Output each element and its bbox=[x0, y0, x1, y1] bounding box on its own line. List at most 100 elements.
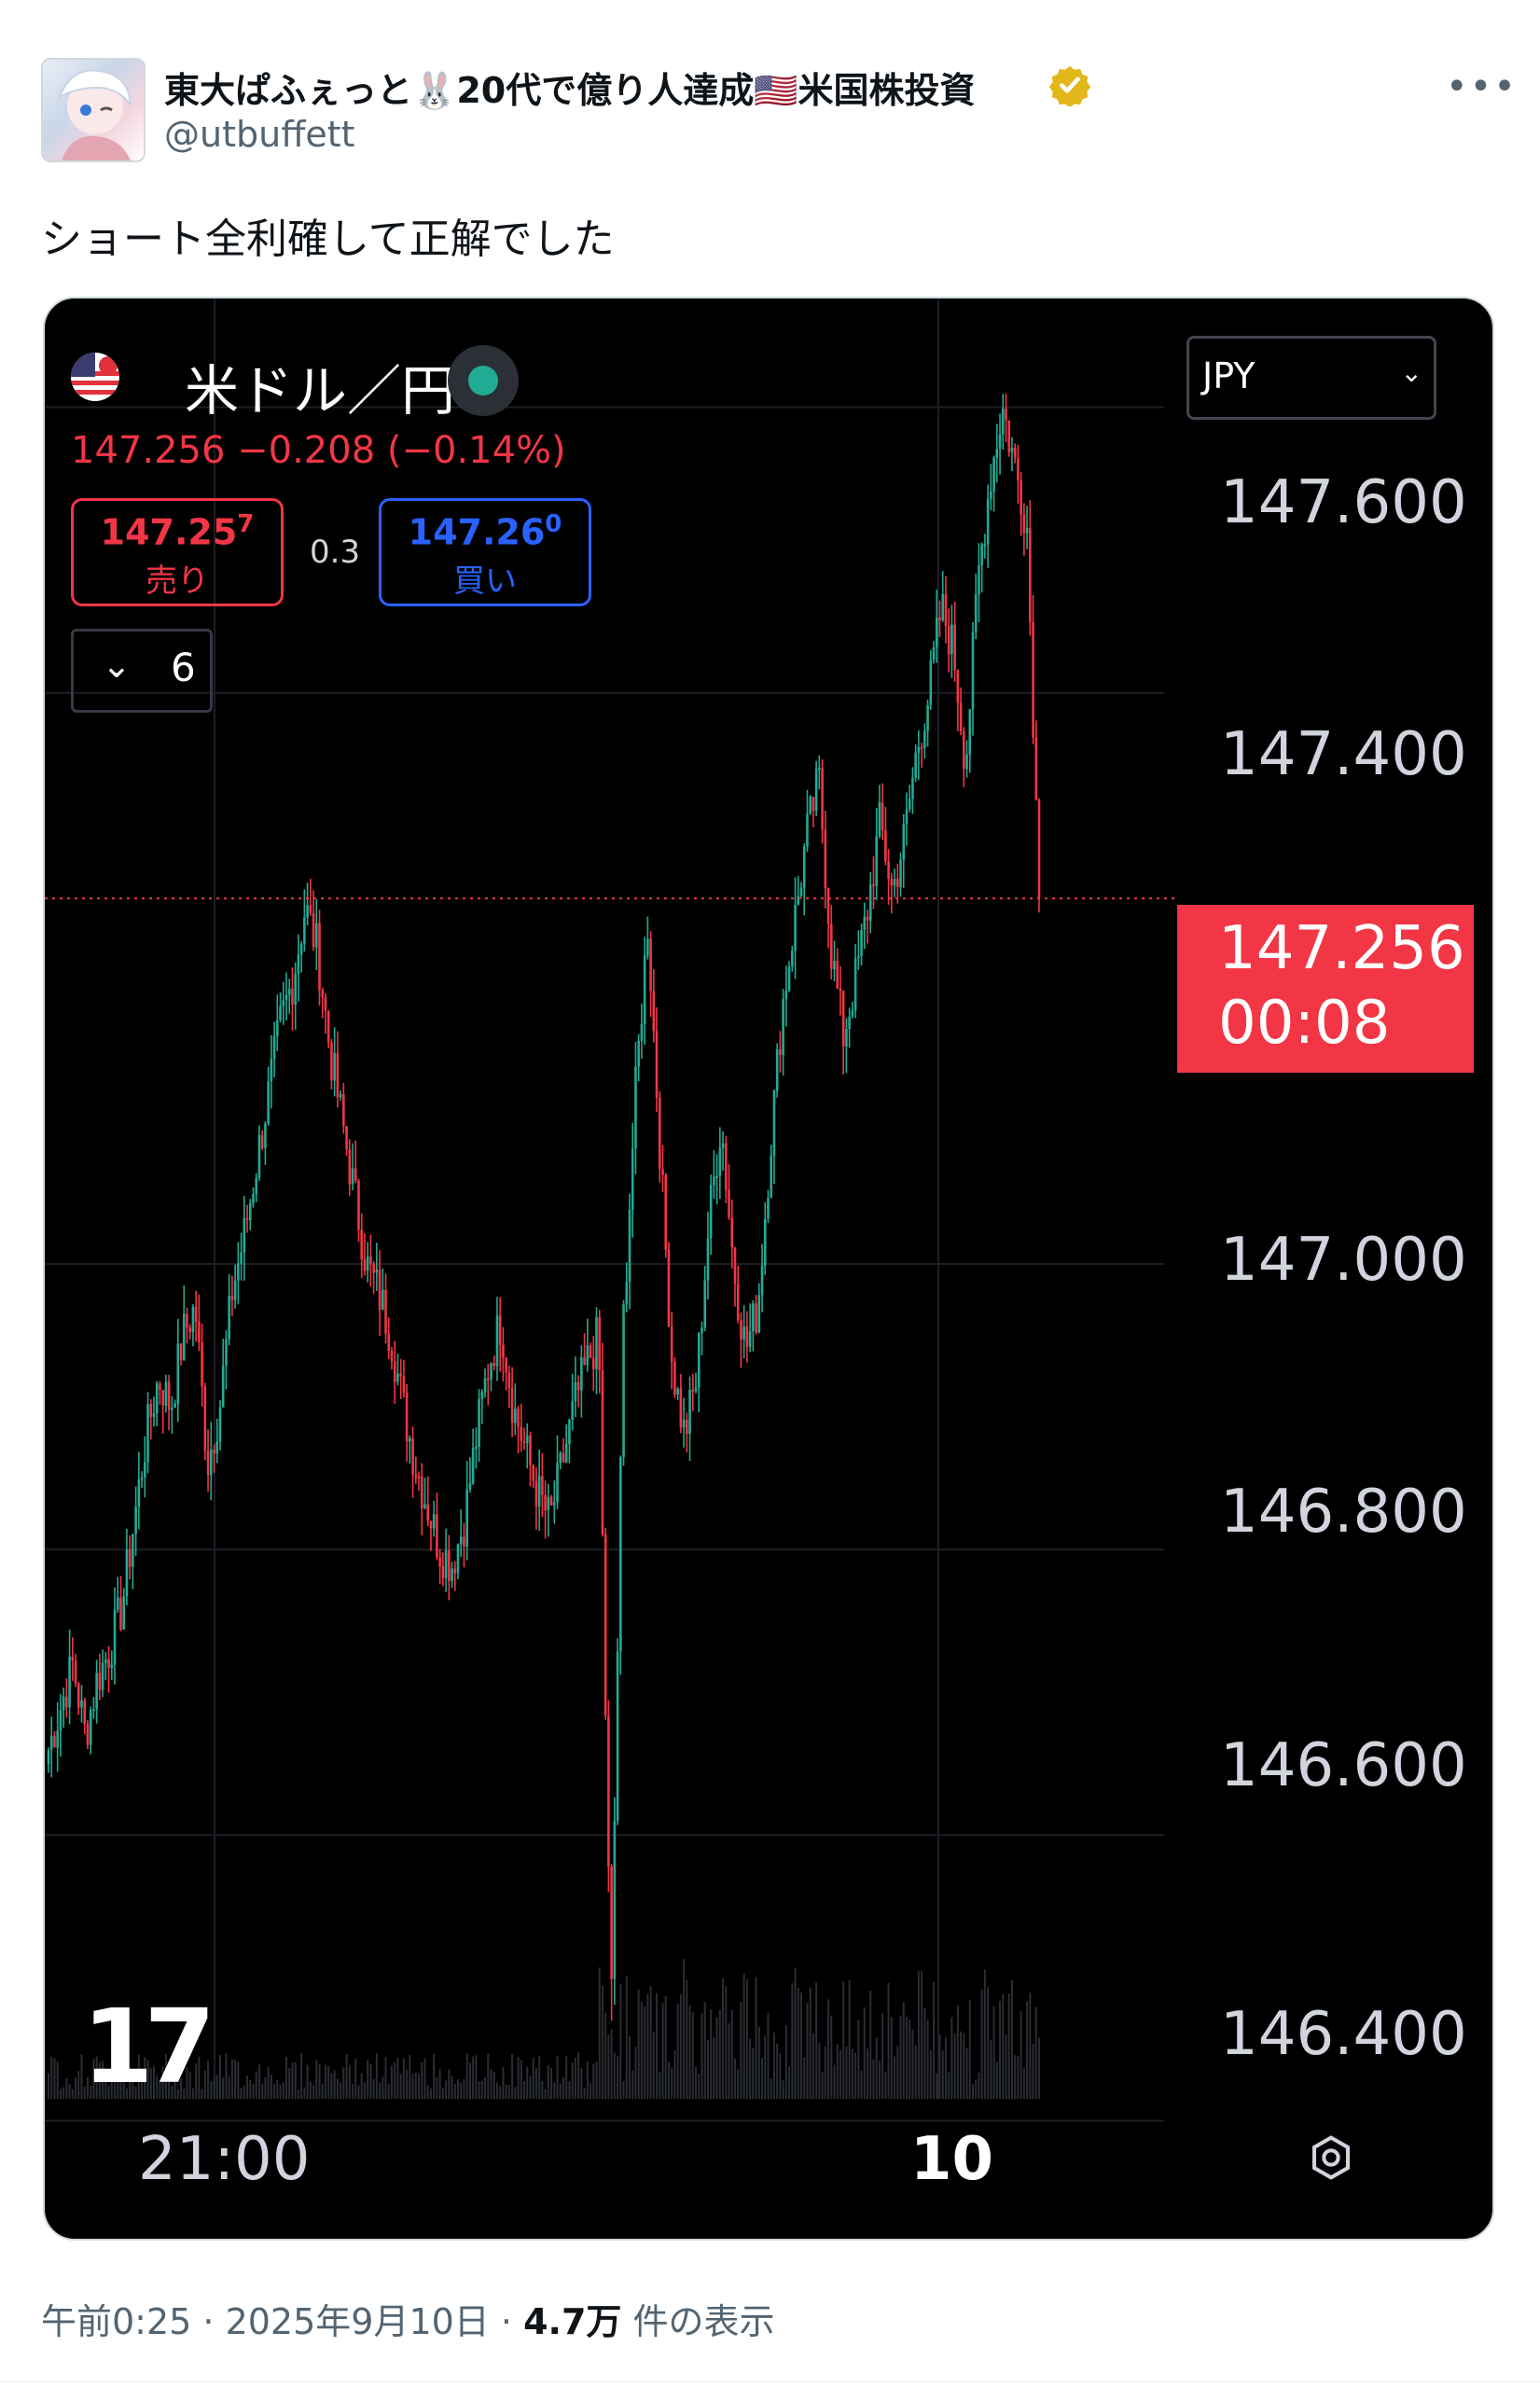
volume-bar bbox=[842, 1981, 845, 2099]
candle-body bbox=[297, 954, 300, 974]
volume-bar bbox=[411, 2074, 414, 2099]
candle-body bbox=[76, 1683, 80, 1708]
candle-body bbox=[709, 1185, 713, 1239]
candle-body bbox=[568, 1420, 571, 1445]
author-name[interactable]: 東大ぱふぇっと🐰20代で億り人達成🇺🇸米国株投資 bbox=[164, 70, 976, 111]
volume-bar bbox=[493, 2071, 495, 2099]
volume-bar bbox=[909, 2020, 911, 2099]
volume-bar bbox=[511, 2053, 514, 2099]
candle-body bbox=[405, 1392, 409, 1442]
candle-body bbox=[221, 1366, 225, 1408]
volume-bar bbox=[230, 2059, 233, 2099]
volume-bar bbox=[544, 2089, 547, 2099]
volume-bar bbox=[944, 2036, 947, 2099]
candle-body bbox=[637, 1040, 640, 1067]
sell-button[interactable]: 147.257 売り bbox=[71, 498, 284, 606]
volume-bar bbox=[137, 2054, 140, 2099]
candle-body bbox=[929, 659, 933, 705]
candle-body bbox=[549, 1496, 553, 1506]
candle-body bbox=[576, 1381, 580, 1391]
candle-body bbox=[752, 1303, 755, 1332]
candle-body bbox=[589, 1345, 592, 1358]
candle-body bbox=[459, 1536, 463, 1545]
candle-body bbox=[529, 1435, 532, 1465]
volume-bar bbox=[851, 2048, 853, 2099]
settings-icon[interactable] bbox=[1306, 2132, 1356, 2183]
volume-bar bbox=[821, 2072, 824, 2099]
candle-body bbox=[478, 1398, 480, 1448]
spread-value: 0.3 bbox=[310, 534, 361, 571]
candle-body bbox=[995, 448, 999, 458]
author-avatar[interactable] bbox=[41, 58, 146, 162]
indicators-toggle-button[interactable]: ⌄ 6 bbox=[71, 629, 213, 713]
candle-body bbox=[62, 1696, 65, 1711]
candle-body bbox=[267, 1081, 270, 1124]
candle-body bbox=[493, 1362, 496, 1367]
volume-bar bbox=[372, 2078, 375, 2099]
volume-bar bbox=[667, 2062, 670, 2099]
volume-bar bbox=[890, 2017, 893, 2099]
volume-bar bbox=[824, 2046, 826, 2099]
volume-bar bbox=[938, 2034, 941, 2099]
more-horizontal-icon[interactable]: ••• bbox=[1446, 65, 1518, 108]
candle-body bbox=[772, 1090, 776, 1157]
candle-body bbox=[914, 752, 917, 778]
candle-body bbox=[132, 1534, 134, 1567]
volume-bar bbox=[815, 1982, 818, 2099]
candle-body bbox=[990, 491, 992, 499]
candle-body bbox=[552, 1502, 556, 1506]
volume-bar bbox=[279, 2085, 282, 2099]
candle-body bbox=[210, 1449, 213, 1476]
candle-body bbox=[436, 1514, 438, 1558]
volume-bar bbox=[144, 2057, 146, 2099]
tradingview-logo[interactable]: 17 bbox=[82, 1987, 215, 2106]
candle-body bbox=[619, 1457, 622, 1652]
candle-body bbox=[787, 965, 791, 991]
candle-body bbox=[1025, 527, 1029, 534]
volume-bar bbox=[634, 2047, 637, 2099]
candle-body bbox=[547, 1496, 550, 1511]
candle-body bbox=[173, 1403, 176, 1408]
volume-bar bbox=[733, 2058, 736, 2099]
volume-bar bbox=[875, 2037, 878, 2099]
candle-body bbox=[294, 973, 297, 1005]
volume-bar bbox=[1002, 1993, 1005, 2099]
volume-bar bbox=[990, 2039, 992, 2099]
volume-bar bbox=[676, 2003, 679, 2099]
volume-bar bbox=[213, 2078, 215, 2099]
candle-body bbox=[372, 1263, 375, 1273]
candle-body bbox=[110, 1664, 114, 1668]
buy-button[interactable]: 147.260 買い bbox=[379, 498, 591, 606]
volume-bar bbox=[495, 2082, 498, 2099]
chart-screenshot[interactable]: 米ドル／円 147.256 −0.208 (−0.14%) 147.257 売り… bbox=[43, 297, 1494, 2241]
candle-body bbox=[748, 1331, 752, 1347]
symbol-title[interactable]: 米ドル／円 bbox=[185, 359, 456, 423]
candle-body bbox=[923, 730, 926, 748]
candle-body bbox=[351, 1168, 354, 1185]
candle-body bbox=[252, 1194, 255, 1203]
candle-body bbox=[480, 1392, 484, 1399]
market-status-icon[interactable] bbox=[448, 345, 519, 416]
volume-bar bbox=[595, 2062, 598, 2099]
volume-bar bbox=[628, 2035, 631, 2099]
volume-bar bbox=[502, 2066, 505, 2099]
author-handle[interactable]: @utbuffett bbox=[164, 114, 355, 155]
volume-bar bbox=[586, 2061, 589, 2099]
candle-body bbox=[851, 1010, 854, 1017]
volume-bar bbox=[406, 2069, 409, 2099]
volume-bar bbox=[249, 2079, 252, 2099]
candle-body bbox=[432, 1514, 436, 1529]
candle-body bbox=[342, 1093, 345, 1127]
tweet-timestamp[interactable]: 午前0:25 · 2025年9月10日 bbox=[41, 2301, 490, 2342]
currency-select[interactable]: JPY ⌄ bbox=[1186, 336, 1436, 420]
volume-bar bbox=[767, 2012, 770, 2099]
volume-bar bbox=[725, 1985, 728, 2099]
volume-bar bbox=[215, 2075, 218, 2099]
volume-bar bbox=[188, 2072, 191, 2099]
candle-body bbox=[691, 1389, 695, 1392]
candle-body bbox=[583, 1357, 586, 1366]
volume-bar bbox=[186, 2066, 188, 2099]
candle-body bbox=[706, 1238, 710, 1281]
candle-body bbox=[998, 434, 1002, 449]
candle-body bbox=[164, 1381, 168, 1406]
